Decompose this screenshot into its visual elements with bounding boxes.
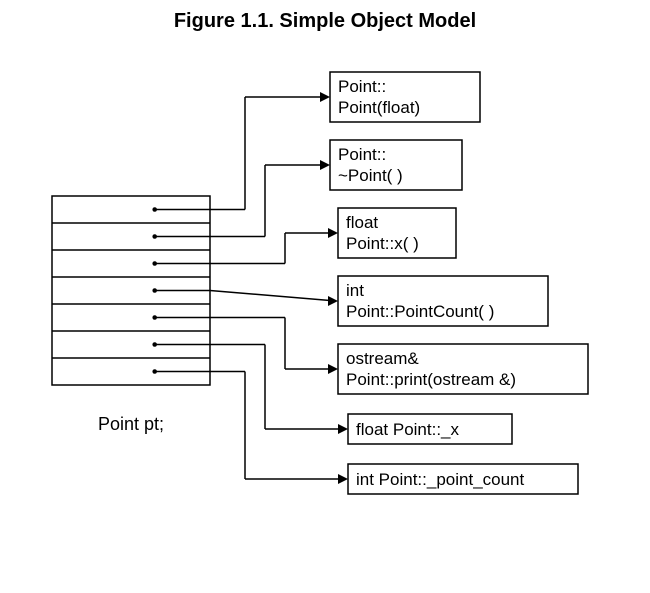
node-label-5: float Point::_x bbox=[356, 419, 459, 440]
node-label-4: ostream& Point::print(ostream &) bbox=[346, 348, 516, 391]
node-label-1: Point:: ~Point( ) bbox=[338, 144, 403, 187]
object-label: Point pt; bbox=[98, 414, 164, 435]
node-label-2: float Point::x( ) bbox=[346, 212, 419, 255]
node-label-0: Point:: Point(float) bbox=[338, 76, 420, 119]
node-label-6: int Point::_point_count bbox=[356, 469, 524, 490]
diagram-canvas bbox=[0, 0, 650, 593]
node-label-3: int Point::PointCount( ) bbox=[346, 280, 494, 323]
